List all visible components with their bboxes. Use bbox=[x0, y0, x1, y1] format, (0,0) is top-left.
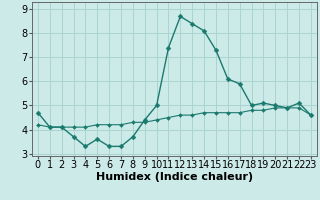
X-axis label: Humidex (Indice chaleur): Humidex (Indice chaleur) bbox=[96, 172, 253, 182]
